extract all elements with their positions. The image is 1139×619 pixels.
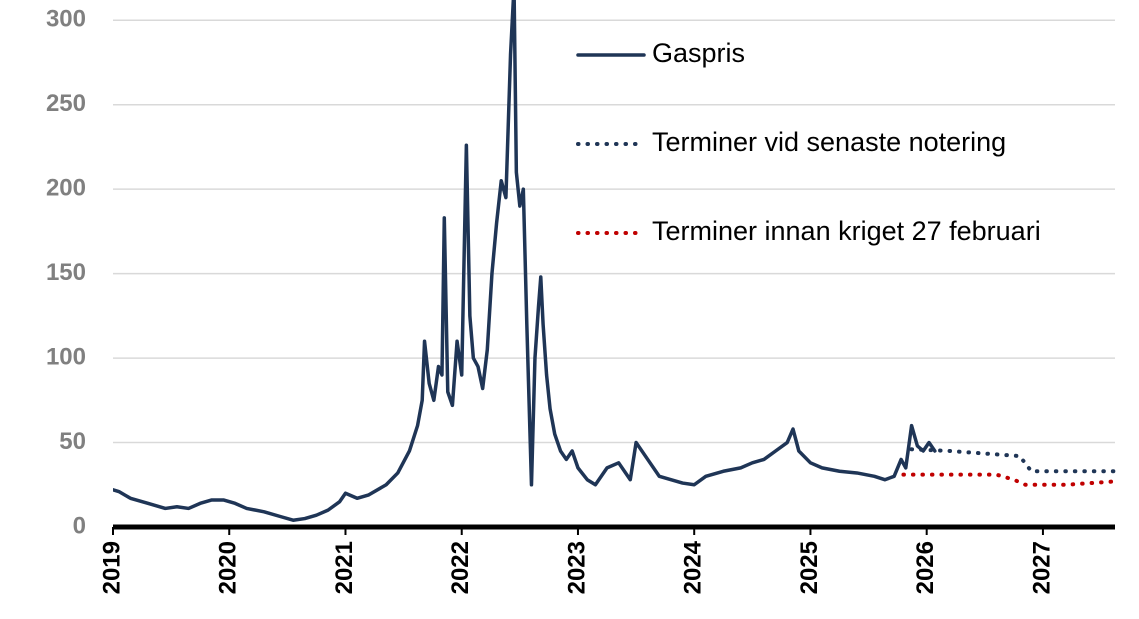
x-tick-label: 2020 [215, 541, 242, 594]
x-tick-label: 2023 [563, 541, 590, 594]
x-tick-label: 2024 [680, 540, 707, 594]
legend-label: Terminer innan kriget 27 februari [652, 216, 1041, 246]
y-tick-label: 50 [59, 428, 86, 455]
x-tick-label: 2027 [1028, 541, 1055, 594]
y-tick-label: 250 [46, 90, 86, 117]
legend-label: Gaspris [652, 38, 745, 68]
x-tick-label: 2021 [331, 541, 358, 594]
y-tick-label: 0 [73, 512, 86, 539]
y-tick-label: 100 [46, 343, 86, 370]
legend-label: Terminer vid senaste notering [652, 127, 1006, 157]
x-tick-label: 2026 [912, 541, 939, 594]
y-tick-label: 300 [46, 6, 86, 33]
x-tick-label: 2022 [447, 541, 474, 594]
x-tick-label: 2025 [796, 541, 823, 594]
x-tick-label: 2019 [98, 541, 125, 594]
series-line [113, 0, 937, 522]
y-tick-label: 200 [46, 175, 86, 202]
series-line [901, 472, 1117, 487]
y-tick-label: 150 [46, 259, 86, 286]
series-line [909, 447, 1117, 474]
